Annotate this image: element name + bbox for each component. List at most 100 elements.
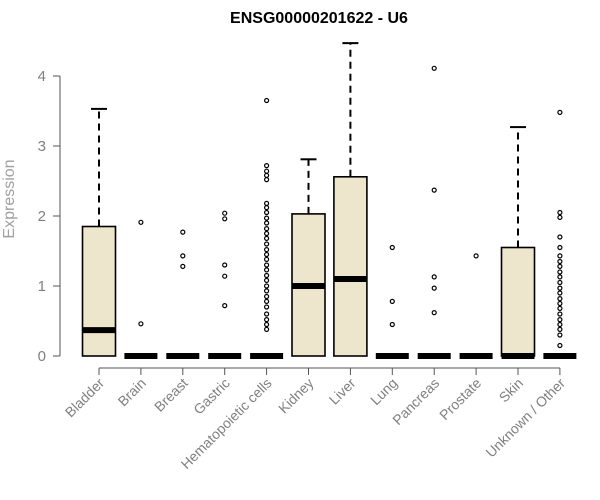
outlier-point [264, 177, 270, 183]
outlier-point [264, 272, 270, 279]
box-hematopoietic-cells [250, 97, 284, 359]
outlier-point [431, 310, 437, 316]
y-tick-label: 2 [38, 208, 46, 225]
outlier-point [264, 172, 270, 178]
x-tick-label: Skin [496, 375, 527, 406]
x-tick-label: Unknown / Other [482, 375, 568, 461]
outlier-point [180, 263, 186, 269]
outlier-point [264, 200, 270, 206]
y-axis-label: Expression [1, 159, 18, 238]
outlier-point [557, 269, 563, 275]
chart-title: ENSG00000201622 - U6 [230, 10, 408, 27]
boxes-group [81, 42, 577, 359]
outlier-point [180, 253, 186, 259]
outlier-point [264, 247, 270, 253]
outlier-point [264, 256, 270, 262]
outlier-point [264, 304, 270, 310]
outlier-point [557, 285, 563, 291]
box-pancreas [417, 65, 451, 359]
outlier-point [557, 263, 563, 269]
outlier-point [557, 253, 563, 259]
box-liver [333, 42, 368, 357]
outlier-point [264, 235, 270, 241]
box-lung [375, 244, 409, 359]
outlier-point [557, 342, 563, 349]
box-breast [166, 229, 200, 359]
outlier-point [557, 274, 563, 280]
outlier-point [431, 65, 437, 71]
outlier-point [138, 219, 144, 225]
outlier-point [222, 216, 228, 222]
outlier-point [557, 311, 563, 317]
outlier-point [431, 274, 437, 280]
x-tick-label: Pancreas [389, 375, 442, 428]
y-axis: 0 1 2 3 4 [38, 68, 61, 365]
outlier-point [431, 187, 437, 193]
outlier-point [264, 311, 270, 317]
outlier-point [389, 298, 395, 304]
outlier-point [431, 285, 437, 291]
outlier-point [264, 251, 270, 258]
outlier-point [264, 283, 270, 289]
box-body [333, 176, 368, 357]
outlier-point [557, 305, 563, 311]
box-skin [500, 126, 536, 359]
y-tick-label: 0 [38, 348, 46, 365]
outlier-point [264, 163, 270, 169]
outlier-point [222, 262, 228, 268]
outlier-point [264, 262, 270, 268]
outlier-point [222, 210, 228, 216]
outlier-point [264, 220, 270, 226]
outlier-point [264, 267, 270, 273]
box-body [81, 225, 117, 357]
outlier-point [557, 326, 563, 332]
x-tick-label: Liver [326, 375, 359, 408]
outlier-point [264, 317, 270, 323]
outlier-point [264, 226, 270, 232]
outlier-point [557, 244, 563, 251]
y-tick-label: 1 [38, 278, 46, 295]
outlier-point [264, 97, 270, 104]
outlier-point [264, 288, 270, 294]
outlier-point [389, 321, 395, 328]
x-tick-label: Prostate [436, 375, 484, 423]
outlier-point [389, 244, 395, 251]
outlier-point [557, 109, 563, 116]
box-gastric [208, 210, 242, 359]
x-tick-label: Brain [115, 375, 149, 409]
x-tick-label: Kidney [275, 375, 317, 417]
outlier-point [222, 303, 228, 309]
outlier-point [557, 214, 563, 220]
box-unknown-other [543, 109, 577, 359]
x-tick-label: Bladder [62, 375, 108, 421]
outlier-point [557, 290, 563, 296]
outlier-point [557, 279, 563, 286]
outlier-point [264, 326, 270, 332]
outlier-point [557, 234, 563, 240]
x-tick-label: Lung [367, 375, 400, 408]
outlier-point [264, 215, 270, 221]
y-tick-label: 4 [38, 68, 46, 85]
outlier-point [180, 229, 186, 235]
outlier-point [557, 258, 563, 265]
outlier-point [557, 332, 563, 338]
outlier-point [222, 273, 228, 279]
outlier-point [557, 317, 563, 323]
outlier-point [264, 205, 270, 211]
outlier-point [557, 296, 563, 302]
box-brain [124, 219, 158, 359]
box-prostate [459, 253, 493, 359]
outlier-point [264, 277, 270, 283]
y-tick-label: 3 [38, 138, 46, 155]
outlier-point [264, 293, 270, 300]
outlier-point [264, 298, 270, 304]
outlier-point [138, 321, 144, 327]
box-body [500, 246, 536, 357]
x-tick-label: Breast [151, 375, 191, 415]
box-bladder [81, 107, 117, 357]
outlier-point [264, 230, 270, 237]
outlier-point [557, 321, 563, 328]
outlier-point [264, 168, 270, 174]
outlier-point [264, 241, 270, 247]
